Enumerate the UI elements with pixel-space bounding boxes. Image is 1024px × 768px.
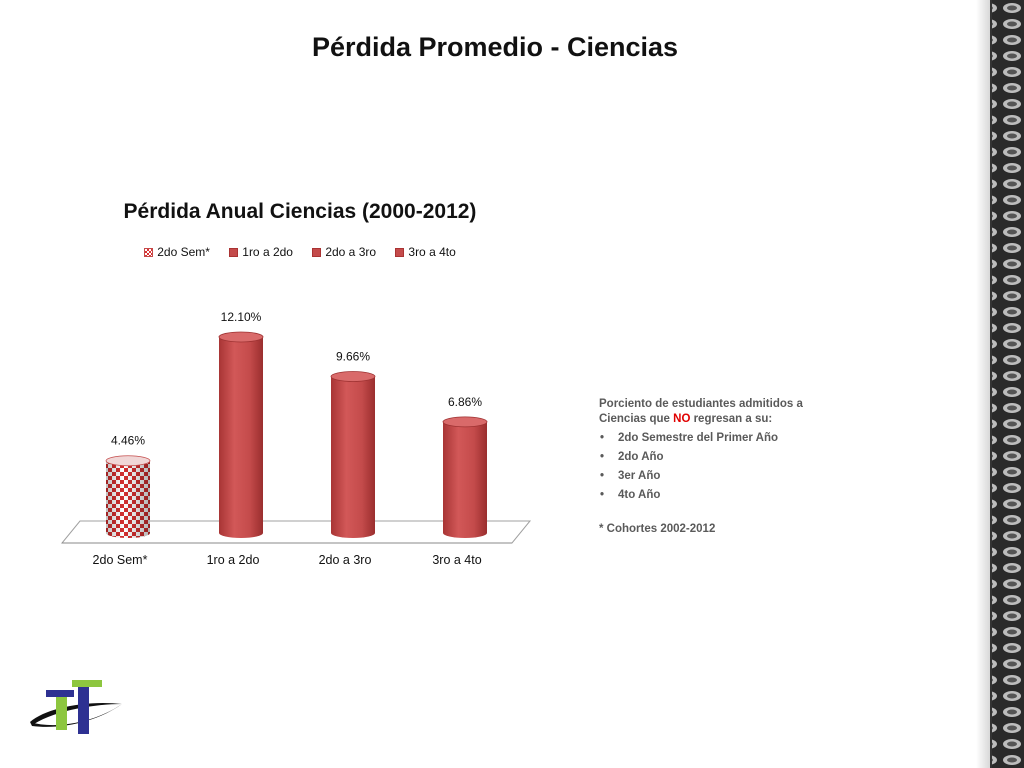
bar-3ro a 4to [442,416,488,538]
legend-label: 2do a 3ro [325,245,377,259]
bar-1ro a 2do [218,331,264,538]
note-bullet-text: 2do Semestre del Primer Año [618,432,778,444]
bar-2do Sem* [105,455,151,538]
slide-title: Pérdida Promedio - Ciencias [311,32,679,62]
bullet-icon: • [600,470,605,482]
note-bullet: • 2do Semestre del Primer Año [599,431,839,446]
legend-item: 3ro a 4to [395,245,456,259]
data-label: 9.66% [336,350,370,364]
legend-item: 2do a 3ro [312,245,376,259]
legend-swatch [312,247,322,257]
note-bullet-text: 2do Año [618,451,664,463]
note-bullet-text: 4to Año [618,489,661,501]
data-label: 4.46% [111,434,145,448]
note-line: Ciencias que NO regresan a su: [599,412,839,427]
legend-swatch [395,247,405,257]
note-highlight: NO [673,413,691,425]
bar-top [330,371,376,382]
bullet-icon: • [600,489,605,501]
legend-label: 3ro a 4to [408,245,456,259]
data-label: 12.10% [221,310,262,324]
institution-logo-icon [30,680,122,734]
bar-shade [106,460,150,538]
category-label: 2do Sem* [93,553,148,567]
note-bullets: • 2do Semestre del Primer Año • 2do Año • 3… [599,431,839,503]
legend-label: 2do Sem* [157,245,210,259]
cohort-note: * Cohortes 2002-2012 [599,523,716,535]
legend-item: 2do Sem* [144,245,210,259]
legend-label: 1ro a 2do [242,245,293,259]
bar-chart: 4.46% 12.10% 9.66% 6.86% 2do Sem* 1ro a 2do 2… [60,310,532,567]
bullet-icon: • [600,432,605,444]
bar-body [331,376,375,538]
bar-body [443,421,487,538]
legend-item: 1ro a 2do [229,245,293,259]
decorative-border [976,0,1024,768]
bar-top [218,331,264,343]
note-bullet: • 2do Año [599,450,839,465]
note-bullet-text: 3er Año [618,470,661,482]
note-line: Porciento de estudiantes admitidos a [599,398,803,410]
bar-body [219,336,263,538]
bar-top [105,455,151,467]
data-label: 6.86% [448,395,482,409]
category-label: 2do a 3ro [319,553,372,567]
bullet-icon: • [600,451,605,463]
chart-title: Pérdida Anual Ciencias (2000-2012) [123,200,477,223]
chart-note: Porciento de estudiantes admitidos a Cie… [599,397,839,537]
chart-legend: 2do Sem* 1ro a 2do 2do a 3ro 3ro a 4to [0,245,600,260]
category-label: 1ro a 2do [207,553,260,567]
category-label: 3ro a 4to [432,553,481,567]
bar-2do a 3ro [330,371,376,538]
note-bullet: • 3er Año [599,469,839,484]
bar-top [442,416,488,428]
legend-swatch [229,247,239,257]
note-bullet: • 4to Año [599,488,839,503]
legend-swatch-checkered [144,247,154,257]
note-text: regresan a su: [690,413,773,425]
note-text: Ciencias que [599,413,674,425]
